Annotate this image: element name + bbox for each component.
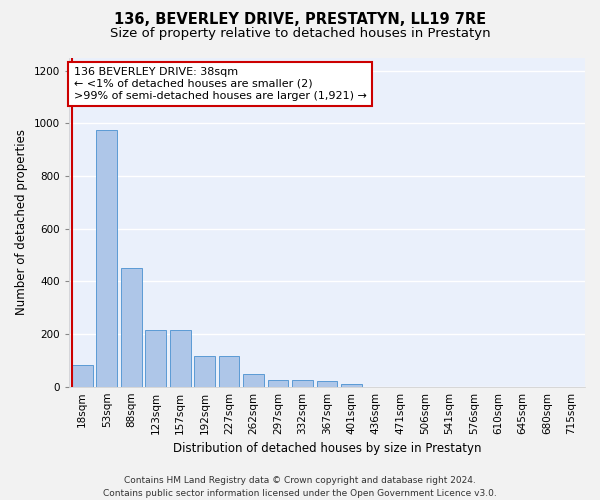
Bar (317, 382, 337, 386)
Bar (121, 268, 142, 386)
Bar (145, 330, 166, 386)
Text: Size of property relative to detached houses in Prestatyn: Size of property relative to detached ho… (110, 28, 490, 40)
Text: Contains HM Land Registry data © Crown copyright and database right 2024.
Contai: Contains HM Land Registry data © Crown c… (103, 476, 497, 498)
Bar (243, 374, 264, 386)
Bar (97, 130, 117, 386)
Bar (194, 356, 215, 386)
Text: 136 BEVERLEY DRIVE: 38sqm
← <1% of detached houses are smaller (2)
>99% of semi-: 136 BEVERLEY DRIVE: 38sqm ← <1% of detac… (74, 68, 367, 100)
Bar (72, 365, 92, 386)
Text: 136, BEVERLEY DRIVE, PRESTATYN, LL19 7RE: 136, BEVERLEY DRIVE, PRESTATYN, LL19 7RE (114, 12, 486, 28)
Bar (292, 380, 313, 386)
Bar (218, 356, 239, 386)
Bar (341, 384, 362, 386)
Y-axis label: Number of detached properties: Number of detached properties (15, 129, 28, 315)
Bar (170, 330, 191, 386)
X-axis label: Distribution of detached houses by size in Prestatyn: Distribution of detached houses by size … (173, 442, 481, 455)
Bar (268, 380, 289, 386)
